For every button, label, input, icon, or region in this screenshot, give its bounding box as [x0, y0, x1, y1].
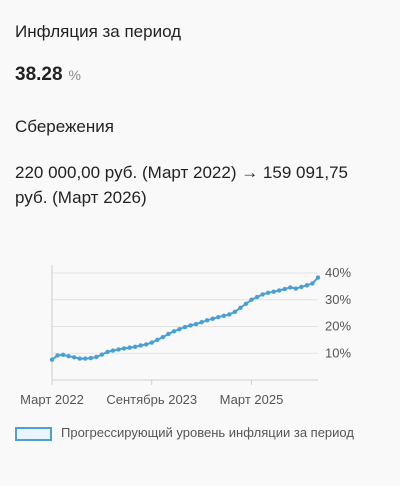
data-point[interactable] [199, 320, 204, 325]
data-point[interactable] [60, 352, 66, 358]
data-point[interactable] [155, 337, 160, 343]
data-point[interactable] [66, 353, 71, 359]
data-point[interactable] [193, 321, 199, 327]
data-point[interactable] [238, 305, 243, 310]
data-point[interactable] [210, 316, 215, 321]
chart-series [49, 275, 321, 362]
data-point[interactable] [277, 288, 282, 293]
data-point[interactable] [265, 290, 271, 295]
data-point[interactable] [99, 352, 105, 357]
data-point[interactable] [166, 331, 171, 337]
data-point[interactable] [243, 301, 249, 306]
data-point[interactable] [138, 343, 143, 348]
data-point[interactable] [260, 292, 265, 297]
data-point[interactable] [71, 355, 77, 360]
x-tick-label: Март 2022 [20, 392, 84, 407]
chart-tick-labels: 10% 20% 30% 40% Март 2022 Сентябрь 2023 Март 2… [20, 265, 351, 407]
data-point[interactable] [149, 340, 154, 345]
data-point[interactable] [288, 285, 293, 290]
data-point[interactable] [304, 283, 310, 288]
data-point[interactable] [232, 309, 238, 314]
data-point[interactable] [94, 354, 99, 360]
savings-title: Сбережения [15, 117, 114, 136]
data-point[interactable] [271, 289, 276, 294]
data-point[interactable] [254, 294, 260, 300]
data-point[interactable] [171, 329, 177, 334]
data-point[interactable] [88, 355, 93, 361]
inflation-unit: % [68, 67, 81, 83]
data-point[interactable] [188, 323, 193, 328]
data-point[interactable] [121, 346, 127, 351]
data-point[interactable] [182, 324, 188, 330]
legend-label-inflation: Прогрессирующий уровень инфляции за пери… [61, 425, 354, 440]
savings-text: 220 000,00 руб. (Март 2022) → 159 091,75… [15, 163, 349, 207]
data-point[interactable] [55, 353, 60, 358]
inflation-line-chart: 10% 20% 30% 40% Март 2022 Сентябрь 2023 Март 2… [20, 265, 351, 407]
data-point[interactable] [132, 344, 138, 350]
data-point[interactable] [177, 326, 182, 332]
data-point[interactable] [77, 356, 82, 361]
chart-legend[interactable]: Прогрессирующий уровень инфляции за пери… [15, 424, 400, 446]
data-point[interactable] [299, 284, 304, 290]
data-point[interactable] [110, 348, 116, 353]
chart-grid [52, 272, 318, 354]
data-point[interactable] [204, 318, 210, 323]
inflation-title: Инфляция за период [15, 22, 182, 41]
data-point[interactable] [105, 349, 110, 355]
y-tick-label: 10% [325, 345, 351, 360]
data-point[interactable] [221, 313, 226, 318]
data-point[interactable] [160, 335, 166, 340]
data-point[interactable] [315, 275, 321, 280]
y-tick-label: 30% [325, 292, 351, 307]
data-point[interactable] [227, 312, 232, 317]
x-tick-label: Сентябрь 2023 [106, 392, 197, 407]
data-point[interactable] [116, 347, 121, 352]
data-point[interactable] [282, 286, 287, 292]
y-tick-label: 40% [325, 265, 351, 280]
inflation-value: 38.28 [15, 64, 63, 85]
data-point[interactable] [144, 342, 149, 347]
y-tick-label: 20% [325, 319, 351, 334]
data-point[interactable] [127, 345, 132, 350]
x-tick-label: Март 2025 [220, 392, 284, 407]
data-point[interactable] [249, 297, 254, 302]
data-point[interactable] [83, 356, 88, 361]
legend-swatch [15, 427, 52, 441]
data-point[interactable] [310, 281, 315, 286]
data-point[interactable] [293, 286, 299, 291]
data-point[interactable] [49, 357, 55, 362]
inflation-value-row: 38.28% [15, 64, 81, 86]
data-point[interactable] [216, 314, 221, 320]
